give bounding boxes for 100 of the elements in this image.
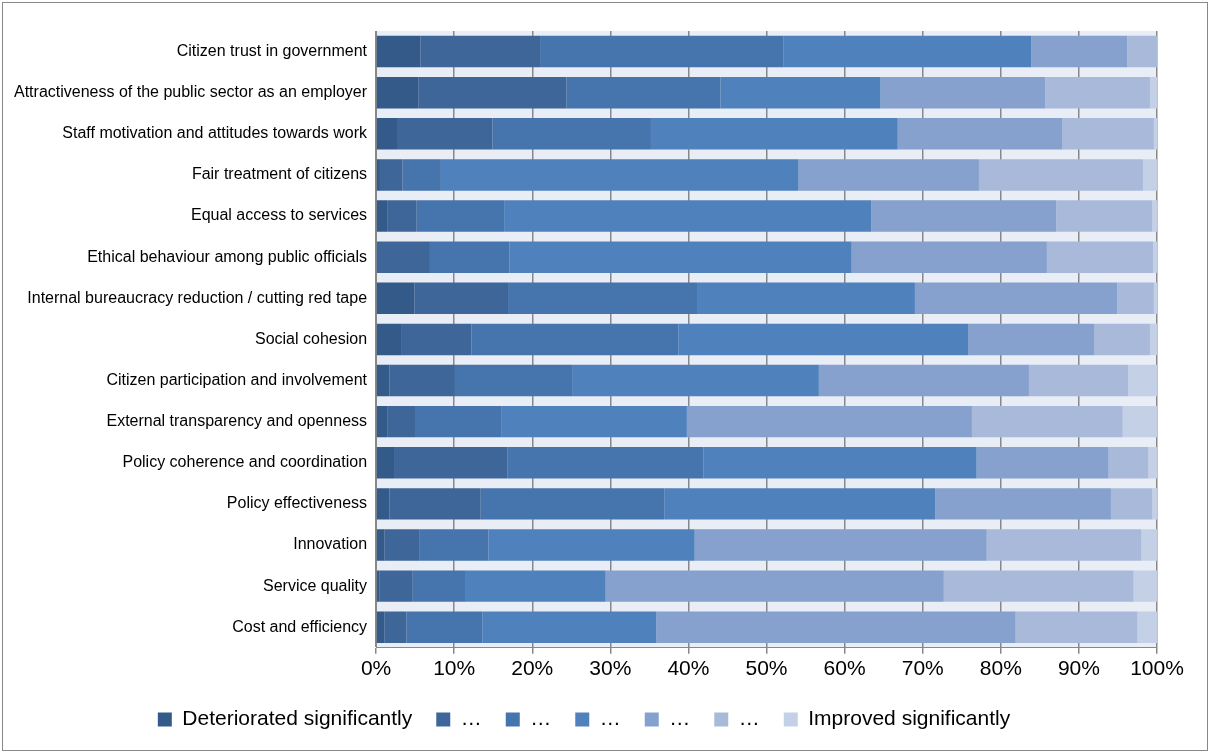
legend-label: … bbox=[669, 706, 691, 730]
bar bbox=[1149, 76, 1157, 109]
bar bbox=[440, 159, 799, 191]
bar bbox=[1015, 611, 1138, 643]
bar bbox=[504, 200, 872, 232]
x-tick-label: 50% bbox=[745, 656, 788, 680]
bar bbox=[1110, 488, 1153, 520]
legend-label: Deteriorated significantly bbox=[182, 706, 413, 730]
bar bbox=[384, 529, 420, 561]
x-tick-label: 90% bbox=[1057, 656, 1100, 680]
y-tick-label: Citizen participation and involvement bbox=[106, 370, 368, 388]
bar bbox=[414, 282, 509, 315]
bar bbox=[1056, 200, 1153, 232]
bar bbox=[1127, 35, 1157, 68]
y-tick-label: Policy coherence and coordination bbox=[122, 453, 368, 471]
bar bbox=[376, 76, 419, 109]
bar bbox=[694, 529, 987, 561]
bar bbox=[376, 241, 430, 273]
x-tick-label: 80% bbox=[979, 656, 1022, 680]
bar bbox=[376, 159, 380, 191]
bar bbox=[935, 488, 1111, 520]
bar bbox=[703, 447, 977, 479]
bar bbox=[1149, 323, 1157, 356]
bar bbox=[914, 282, 1118, 315]
bar bbox=[1046, 241, 1154, 273]
bar bbox=[397, 118, 493, 150]
bar bbox=[1045, 76, 1150, 109]
bar bbox=[540, 35, 784, 68]
bar bbox=[402, 159, 441, 191]
bar bbox=[376, 200, 388, 232]
y-tick-label: Staff motivation and attitudes towards work bbox=[62, 124, 369, 142]
bar bbox=[783, 35, 1032, 68]
bar bbox=[454, 364, 573, 397]
bar bbox=[376, 529, 385, 561]
bar bbox=[880, 76, 1046, 109]
bar bbox=[678, 323, 969, 356]
bar bbox=[376, 282, 415, 315]
bar bbox=[1137, 611, 1157, 643]
bar bbox=[818, 364, 1029, 397]
legend-label: … bbox=[460, 706, 482, 730]
bar bbox=[379, 159, 403, 191]
bar bbox=[605, 570, 944, 602]
y-tick-label: External transparency and openness bbox=[106, 412, 368, 430]
bar bbox=[429, 241, 510, 273]
bar bbox=[1122, 405, 1157, 438]
x-tick-label: 10% bbox=[433, 656, 476, 680]
bar bbox=[465, 570, 606, 602]
bar bbox=[379, 570, 413, 602]
bar bbox=[412, 570, 466, 602]
bar bbox=[1152, 488, 1157, 520]
bar bbox=[943, 570, 1134, 602]
bar bbox=[406, 611, 483, 643]
bar bbox=[394, 447, 508, 479]
bar bbox=[798, 159, 979, 191]
bar bbox=[897, 118, 1063, 150]
bar bbox=[566, 76, 721, 109]
bar bbox=[871, 200, 1057, 232]
bar bbox=[508, 282, 698, 315]
bar bbox=[488, 529, 695, 561]
bar bbox=[572, 364, 819, 397]
bar bbox=[986, 529, 1142, 561]
bar bbox=[1152, 200, 1157, 232]
bar bbox=[1148, 447, 1157, 479]
x-tick-label: 20% bbox=[511, 656, 554, 680]
legend-label: Improved significantly bbox=[808, 706, 1011, 730]
bar bbox=[971, 405, 1123, 438]
bar bbox=[720, 76, 881, 109]
bar bbox=[1117, 282, 1154, 315]
bar bbox=[656, 611, 1016, 643]
bar bbox=[480, 488, 665, 520]
bar bbox=[1153, 282, 1157, 315]
x-tick-label: 0% bbox=[360, 656, 392, 680]
bar bbox=[492, 118, 651, 150]
bar bbox=[376, 364, 390, 397]
bar bbox=[415, 405, 502, 438]
bar bbox=[416, 200, 505, 232]
legend-label: … bbox=[738, 706, 760, 730]
bar bbox=[968, 323, 1095, 356]
bar bbox=[387, 405, 416, 438]
bar bbox=[401, 323, 472, 356]
bar bbox=[376, 611, 385, 643]
x-tick-label: 100% bbox=[1130, 656, 1184, 680]
y-tick-label: Equal access to services bbox=[190, 206, 368, 224]
bar bbox=[376, 323, 402, 356]
bar bbox=[418, 76, 567, 109]
y-tick-label: Fair treatment of citizens bbox=[191, 165, 368, 183]
bar bbox=[376, 488, 390, 520]
x-tick-label: 40% bbox=[667, 656, 710, 680]
bar bbox=[1153, 241, 1157, 273]
bar bbox=[389, 488, 481, 520]
x-tick-label: 70% bbox=[901, 656, 944, 680]
y-tick-label: Social cohesion bbox=[254, 329, 368, 347]
y-tick-label: Cost and efficiency bbox=[232, 617, 368, 635]
bar bbox=[650, 118, 898, 150]
x-tick-label: 30% bbox=[589, 656, 632, 680]
bar bbox=[507, 447, 704, 479]
y-tick-label: Policy effectiveness bbox=[226, 494, 368, 512]
bar bbox=[376, 447, 395, 479]
bar bbox=[1153, 118, 1157, 150]
bar bbox=[501, 405, 687, 438]
